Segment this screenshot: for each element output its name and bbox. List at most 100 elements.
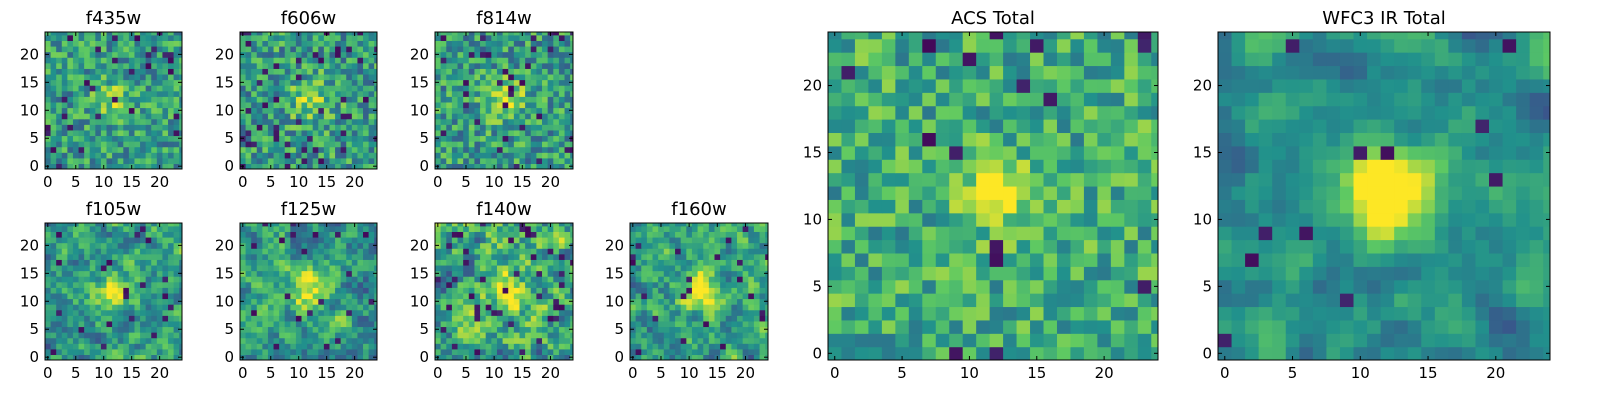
heatmap-cell bbox=[262, 113, 269, 120]
heatmap-cell bbox=[245, 298, 252, 305]
heatmap-cell bbox=[245, 57, 252, 64]
heatmap-cell bbox=[1083, 172, 1098, 187]
heatmap-cell bbox=[128, 320, 136, 328]
heatmap-cell bbox=[134, 85, 141, 92]
heatmap-cell bbox=[547, 90, 554, 97]
heatmap-cell bbox=[95, 62, 102, 69]
heatmap-cell bbox=[435, 57, 442, 64]
heatmap-cell bbox=[641, 231, 648, 238]
heatmap-cell bbox=[173, 223, 180, 227]
heatmap-cell bbox=[267, 281, 275, 288]
heatmap-cell bbox=[547, 242, 554, 249]
heatmap-cell bbox=[525, 68, 532, 75]
heatmap-cell bbox=[179, 40, 182, 47]
heatmap-cell bbox=[140, 343, 147, 350]
heatmap-cell bbox=[318, 118, 325, 125]
heatmap-cell bbox=[346, 118, 353, 125]
heatmap-cell bbox=[140, 253, 147, 260]
heatmap-cell bbox=[635, 281, 642, 288]
heatmap-cell bbox=[949, 346, 964, 360]
heatmap-cell bbox=[284, 57, 291, 64]
heatmap-cell bbox=[519, 62, 526, 69]
heatmap-cell bbox=[323, 68, 331, 75]
heatmap-cell bbox=[547, 34, 554, 41]
heatmap-cell bbox=[245, 304, 252, 311]
heatmap-cell bbox=[134, 32, 141, 36]
heatmap-cell bbox=[519, 85, 526, 92]
heatmap-cell bbox=[748, 242, 755, 249]
heatmap-cell bbox=[474, 337, 481, 344]
heatmap-cell bbox=[446, 276, 453, 283]
heatmap-cell bbox=[542, 96, 549, 103]
heatmap-cell bbox=[691, 298, 699, 305]
heatmap-cell bbox=[251, 32, 258, 36]
heatmap-cell bbox=[652, 337, 659, 344]
heatmap-cell bbox=[519, 315, 526, 322]
heatmap-cell bbox=[329, 315, 336, 322]
heatmap-cell bbox=[652, 292, 659, 300]
heatmap-cell bbox=[262, 287, 269, 294]
heatmap-cell bbox=[357, 320, 364, 328]
heatmap-cell bbox=[491, 73, 498, 81]
heatmap-cell bbox=[67, 242, 74, 249]
heatmap-cell bbox=[553, 298, 560, 305]
heatmap-cell bbox=[351, 129, 359, 137]
heatmap-cell bbox=[841, 266, 856, 281]
heatmap-cell bbox=[168, 270, 175, 277]
heatmap-cell bbox=[318, 292, 325, 300]
heatmap-cell bbox=[468, 141, 476, 148]
heatmap-cell bbox=[708, 298, 716, 305]
heatmap-cell bbox=[451, 62, 459, 69]
heatmap-cell bbox=[908, 145, 923, 160]
heatmap-cell bbox=[240, 157, 247, 165]
heatmap-cell bbox=[708, 225, 716, 232]
heatmap-cell bbox=[536, 292, 543, 300]
heatmap-cell bbox=[435, 292, 442, 300]
heatmap-cell bbox=[547, 51, 554, 58]
heatmap-cell bbox=[630, 309, 637, 316]
heatmap-cell bbox=[663, 242, 671, 249]
heatmap-cell bbox=[106, 73, 113, 81]
heatmap-cell bbox=[84, 96, 91, 103]
heatmap-cell bbox=[703, 298, 710, 305]
heatmap-cell bbox=[262, 163, 269, 169]
heatmap-cell bbox=[480, 135, 487, 142]
heatmap-cell bbox=[935, 333, 950, 348]
heatmap-cell bbox=[179, 101, 182, 109]
heatmap-cell bbox=[491, 96, 498, 103]
heatmap-cell bbox=[168, 248, 175, 255]
heatmap-cell bbox=[262, 152, 269, 159]
heatmap-cell bbox=[708, 281, 716, 288]
heatmap-cell bbox=[307, 124, 314, 131]
heatmap-cell bbox=[318, 113, 325, 120]
heatmap-cell bbox=[290, 129, 297, 137]
heatmap-cell bbox=[168, 85, 175, 92]
heatmap-cell bbox=[262, 264, 269, 272]
axes-frame bbox=[434, 31, 574, 170]
heatmap-cell bbox=[922, 199, 937, 214]
heatmap-cell bbox=[363, 32, 370, 36]
heatmap-cell bbox=[128, 292, 136, 300]
heatmap-cell bbox=[67, 354, 74, 360]
heatmap-cell bbox=[691, 326, 699, 333]
heatmap-cell bbox=[708, 287, 716, 294]
heatmap-cell bbox=[162, 124, 169, 131]
heatmap-cell bbox=[525, 107, 532, 114]
heatmap-cell bbox=[279, 281, 286, 288]
heatmap-cell bbox=[485, 57, 492, 64]
heatmap-cell bbox=[323, 157, 331, 165]
heatmap-cell bbox=[686, 231, 693, 238]
heatmap-cell bbox=[646, 292, 654, 300]
heatmap-cell bbox=[151, 135, 158, 142]
heatmap-cell bbox=[245, 45, 252, 53]
panel-title: f160w bbox=[671, 199, 726, 220]
heatmap-cell bbox=[145, 287, 152, 294]
heatmap-cell bbox=[542, 32, 549, 36]
heatmap-cell bbox=[295, 304, 303, 311]
heatmap-cell bbox=[312, 348, 319, 356]
heatmap-cell bbox=[335, 236, 342, 244]
heatmap-cell bbox=[908, 293, 923, 308]
x-tick-label: 10 bbox=[485, 364, 504, 382]
heatmap-cell bbox=[691, 236, 699, 244]
